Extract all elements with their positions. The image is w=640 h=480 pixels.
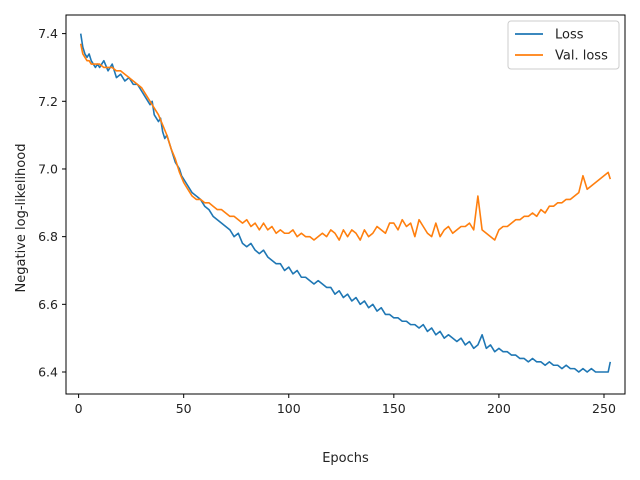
y-axis-label: Negative log-likelihood (14, 144, 29, 293)
y-tick-label: 7.2 (38, 94, 58, 109)
y-tick-label: 7.4 (38, 26, 58, 41)
legend: Loss Val. loss (507, 20, 620, 70)
series-line-val-loss (79, 43, 612, 241)
x-tick-label: 50 (176, 401, 192, 416)
legend-label-val-loss: Val. loss (555, 49, 608, 64)
series-layer (79, 33, 612, 373)
x-axis-label: Epochs (322, 451, 369, 466)
x-tick-label: 0 (75, 401, 83, 416)
y-tick-label: 7.0 (38, 161, 58, 176)
y-axis-ticks: 6.4 6.6 6.8 7.0 7.2 7.4 (38, 26, 66, 380)
y-tick-label: 6.8 (38, 229, 58, 244)
x-tick-label: 150 (382, 401, 406, 416)
plot-frame (65, 14, 626, 395)
y-tick-label: 6.4 (38, 365, 58, 380)
y-tick-label: 6.6 (38, 297, 58, 312)
x-tick-label: 200 (487, 401, 511, 416)
legend-box (507, 20, 620, 70)
legend-label-loss: Loss (555, 28, 584, 43)
series-line-loss (79, 33, 612, 373)
x-tick-label: 100 (277, 401, 301, 416)
plot-area-background (66, 15, 625, 394)
x-axis-ticks: 0 50 100 150 200 250 (75, 394, 616, 416)
x-tick-label: 250 (592, 401, 616, 416)
